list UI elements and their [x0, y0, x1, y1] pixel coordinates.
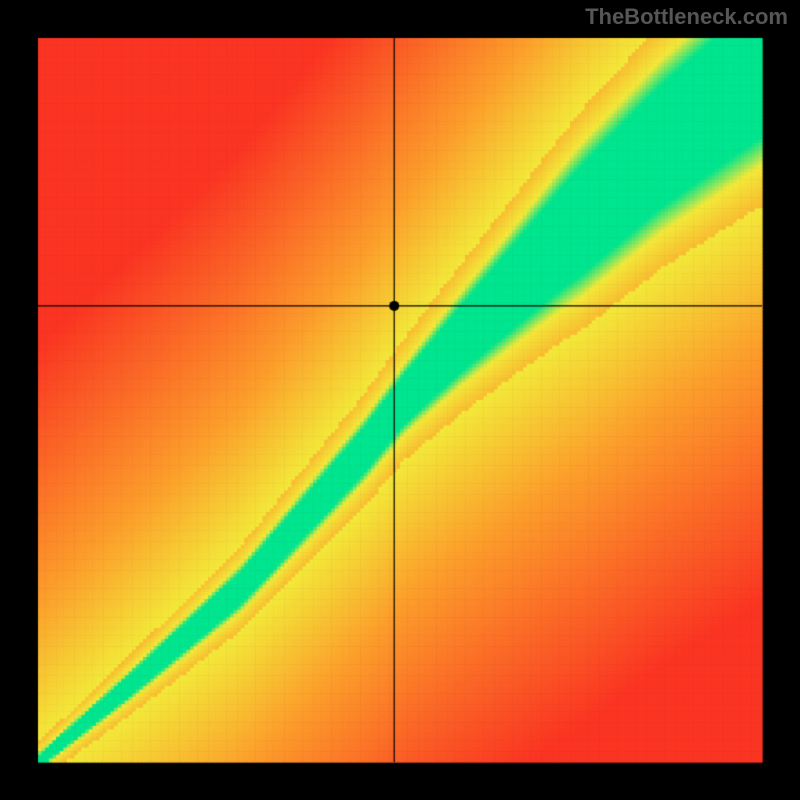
heatmap-chart	[0, 0, 800, 800]
watermark-text: TheBottleneck.com	[585, 4, 788, 30]
